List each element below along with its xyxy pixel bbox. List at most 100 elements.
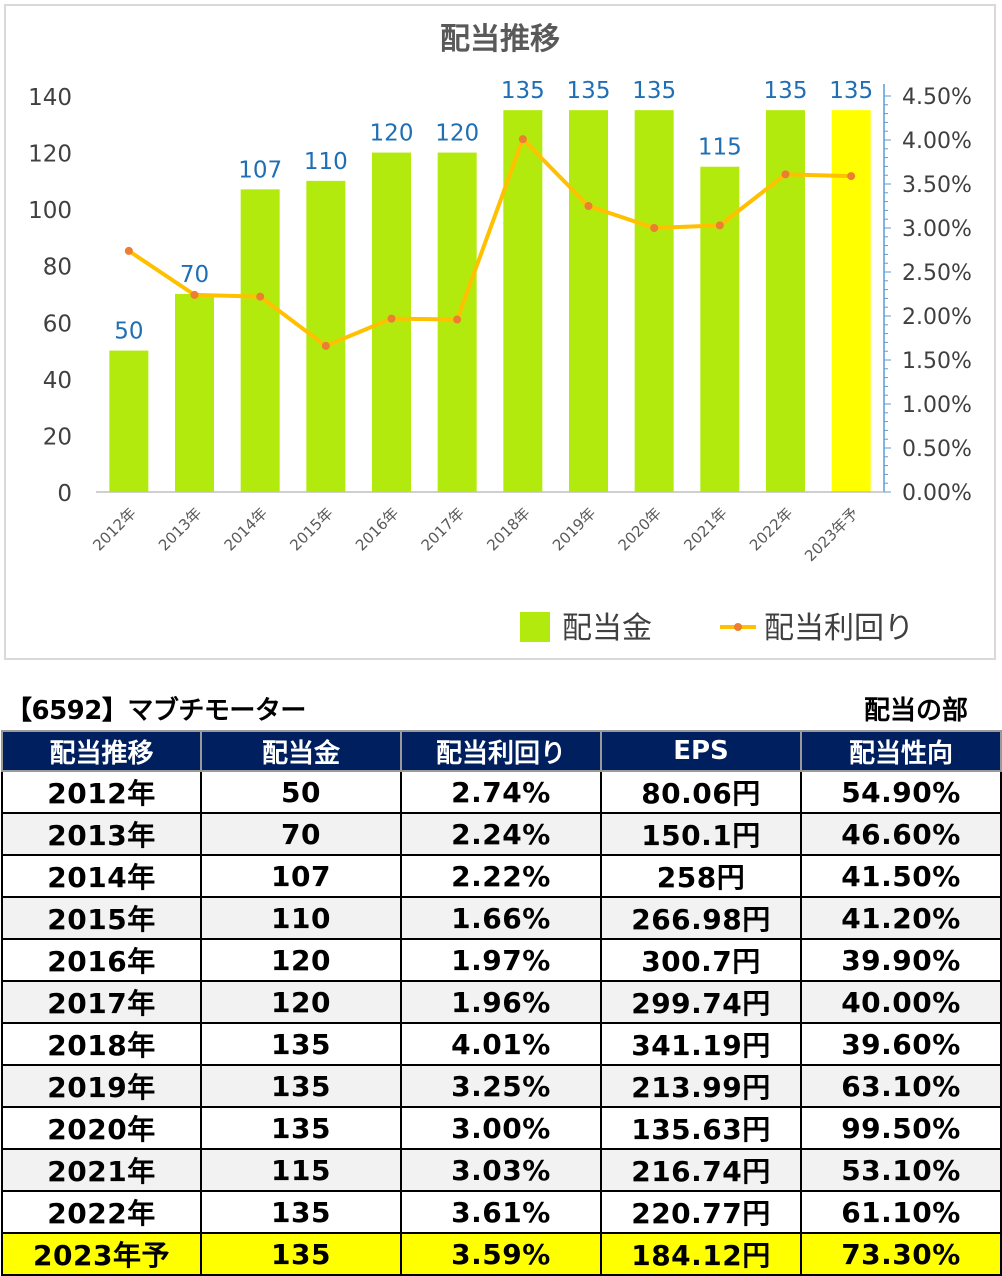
bar-data-label: 110 xyxy=(304,149,348,175)
dividend-chart: 配当推移 0 20 40 60 80 100 120 140 0.00% 0.50% 1.00% 1.5… xyxy=(4,4,996,660)
yield-point-2012年 xyxy=(124,246,133,255)
bar-2022年 xyxy=(766,110,805,493)
legend-bar-swatch xyxy=(520,612,550,642)
table-row: 2017年 120 1.96% 299.74円 40.00% xyxy=(1,980,1002,1024)
y2-axis-tick-label: 3.50% xyxy=(902,173,972,198)
yield-point-2019年 xyxy=(584,202,593,210)
table-cell: 2012年 xyxy=(1,770,202,814)
legend-bar-label: 配当金 xyxy=(562,611,652,646)
table-row: 2012年 50 2.74% 80.06円 54.90% xyxy=(1,770,1002,814)
table-cell: 2018年 xyxy=(1,1022,202,1066)
bar-data-label: 50 xyxy=(114,319,143,345)
bar-data-label: 107 xyxy=(238,157,282,183)
y-axis-tick-label: 20 xyxy=(43,424,72,450)
y2-axis-tick-label: 1.00% xyxy=(902,393,972,418)
dividend-table: 配当推移 配当金 配当利回り EPS 配当性向 2012年 50 2.74% 80.0… xyxy=(1,730,1002,1276)
table-cell: 54.90% xyxy=(800,770,1002,814)
bar-2021年 xyxy=(700,166,740,492)
column-header: 配当利回り xyxy=(400,730,602,772)
table-row: 2014年 107 2.22% 258円 41.50% xyxy=(1,854,1002,898)
y-axis-tick-label: 0 xyxy=(57,481,72,507)
bar-2020年 xyxy=(634,110,674,493)
column-header: 配当金 xyxy=(200,730,402,772)
x-axis-category-label: 2012年 xyxy=(89,504,139,554)
table-cell: 61.10% xyxy=(800,1190,1002,1234)
table-cell: 213.99円 xyxy=(600,1064,802,1108)
yield-point-2017年 xyxy=(453,315,462,324)
table-cell: 120 xyxy=(200,980,402,1024)
table-row: 2015年 110 1.66% 266.98円 41.20% xyxy=(1,896,1002,940)
table-cell: 80.06円 xyxy=(600,770,802,814)
table-cell: 258円 xyxy=(600,854,802,898)
table-cell: 41.20% xyxy=(800,896,1002,940)
y-axis-tick-label: 40 xyxy=(43,368,72,394)
table-body: 2012年 50 2.74% 80.06円 54.90% 2013年 70 2.24% 150.… xyxy=(1,770,1002,1276)
table-row: 2020年 135 3.00% 135.63円 99.50% xyxy=(1,1106,1002,1150)
table-cell: 216.74円 xyxy=(600,1148,802,1192)
y2-axis-tick-label: 4.50% xyxy=(902,85,972,110)
yield-point-2016年 xyxy=(387,314,396,323)
legend-line-label: 配当利回り xyxy=(764,611,914,646)
table-cell: 2023年予 xyxy=(1,1232,202,1276)
x-axis-category-label: 2022年 xyxy=(746,504,796,554)
yield-point-2022年 xyxy=(781,170,790,179)
chart-title: 配当推移 xyxy=(440,22,560,57)
table-cell: 135 xyxy=(200,1064,402,1108)
bar-data-label: 120 xyxy=(435,121,479,147)
table-title: 【6592】マブチモーター xyxy=(6,696,306,726)
table-cell: 110 xyxy=(200,896,402,940)
x-axis-category-label: 2014年 xyxy=(221,504,271,554)
bar-data-label: 115 xyxy=(698,135,742,161)
table-cell: 41.50% xyxy=(800,854,1002,898)
bar-data-label: 135 xyxy=(632,78,676,104)
table-cell: 2014年 xyxy=(1,854,202,898)
x-axis-category-label: 2023年予 xyxy=(801,504,862,565)
table-row: 2013年 70 2.24% 150.1円 46.60% xyxy=(1,812,1002,856)
table-row: 2023年予 135 3.59% 184.12円 73.30% xyxy=(1,1232,1002,1276)
table-row: 2022年 135 3.61% 220.77円 61.10% xyxy=(1,1190,1002,1234)
table-cell: 2013年 xyxy=(1,812,202,856)
table-cell: 135 xyxy=(200,1022,402,1066)
table-row: 2016年 120 1.97% 300.7円 39.90% xyxy=(1,938,1002,982)
table-cell: 107 xyxy=(200,854,402,898)
table-header: 配当推移 配当金 配当利回り EPS 配当性向 xyxy=(1,730,1002,772)
table-cell: 115 xyxy=(200,1148,402,1192)
bar-data-label: 120 xyxy=(370,121,414,147)
table-cell: 73.30% xyxy=(800,1232,1002,1276)
yield-point-2020年 xyxy=(650,224,659,232)
yield-point-2018年 xyxy=(518,135,527,144)
table-heading: 【6592】マブチモーター 配当の部 xyxy=(0,690,1002,728)
column-header: EPS xyxy=(600,730,802,772)
table-cell: 2.24% xyxy=(400,812,602,856)
y2-axis-tick-label: 0.00% xyxy=(902,481,972,506)
table-cell: 299.74円 xyxy=(600,980,802,1024)
x-axis-category-label: 2016年 xyxy=(352,504,402,554)
table-cell: 3.00% xyxy=(400,1106,602,1150)
table-cell: 1.96% xyxy=(400,980,602,1024)
y2-axis-tick-label: 2.50% xyxy=(902,261,972,286)
bar-2012年 xyxy=(109,350,149,492)
y2-axis-tick-label: 1.50% xyxy=(902,349,972,374)
chart-svg: 配当推移 0 20 40 60 80 100 120 140 0.00% 0.50% 1.00% 1.5… xyxy=(28,22,972,646)
bar-2014年 xyxy=(240,189,280,493)
y2-axis-tick-label: 0.50% xyxy=(902,437,972,462)
table-cell: 39.60% xyxy=(800,1022,1002,1066)
column-header: 配当推移 xyxy=(1,730,202,772)
bar-2018年 xyxy=(503,110,543,493)
legend-line-marker xyxy=(734,623,742,631)
table-cell: 300.7円 xyxy=(600,938,802,982)
table-cell: 3.03% xyxy=(400,1148,602,1192)
table-cell: 2016年 xyxy=(1,938,202,982)
y2-axis-tick-label: 2.00% xyxy=(902,305,972,330)
column-header: 配当性向 xyxy=(800,730,1002,772)
x-axis-category-label: 2021年 xyxy=(680,504,730,554)
table-row: 2018年 135 4.01% 341.19円 39.60% xyxy=(1,1022,1002,1066)
table-cell: 40.00% xyxy=(800,980,1002,1024)
table-cell: 184.12円 xyxy=(600,1232,802,1276)
bar-2019年 xyxy=(569,110,608,493)
table-cell: 1.97% xyxy=(400,938,602,982)
x-axis-category-label: 2015年 xyxy=(286,504,336,554)
table-cell: 135.63円 xyxy=(600,1106,802,1150)
table-cell: 53.10% xyxy=(800,1148,1002,1192)
table-cell: 2019年 xyxy=(1,1064,202,1108)
